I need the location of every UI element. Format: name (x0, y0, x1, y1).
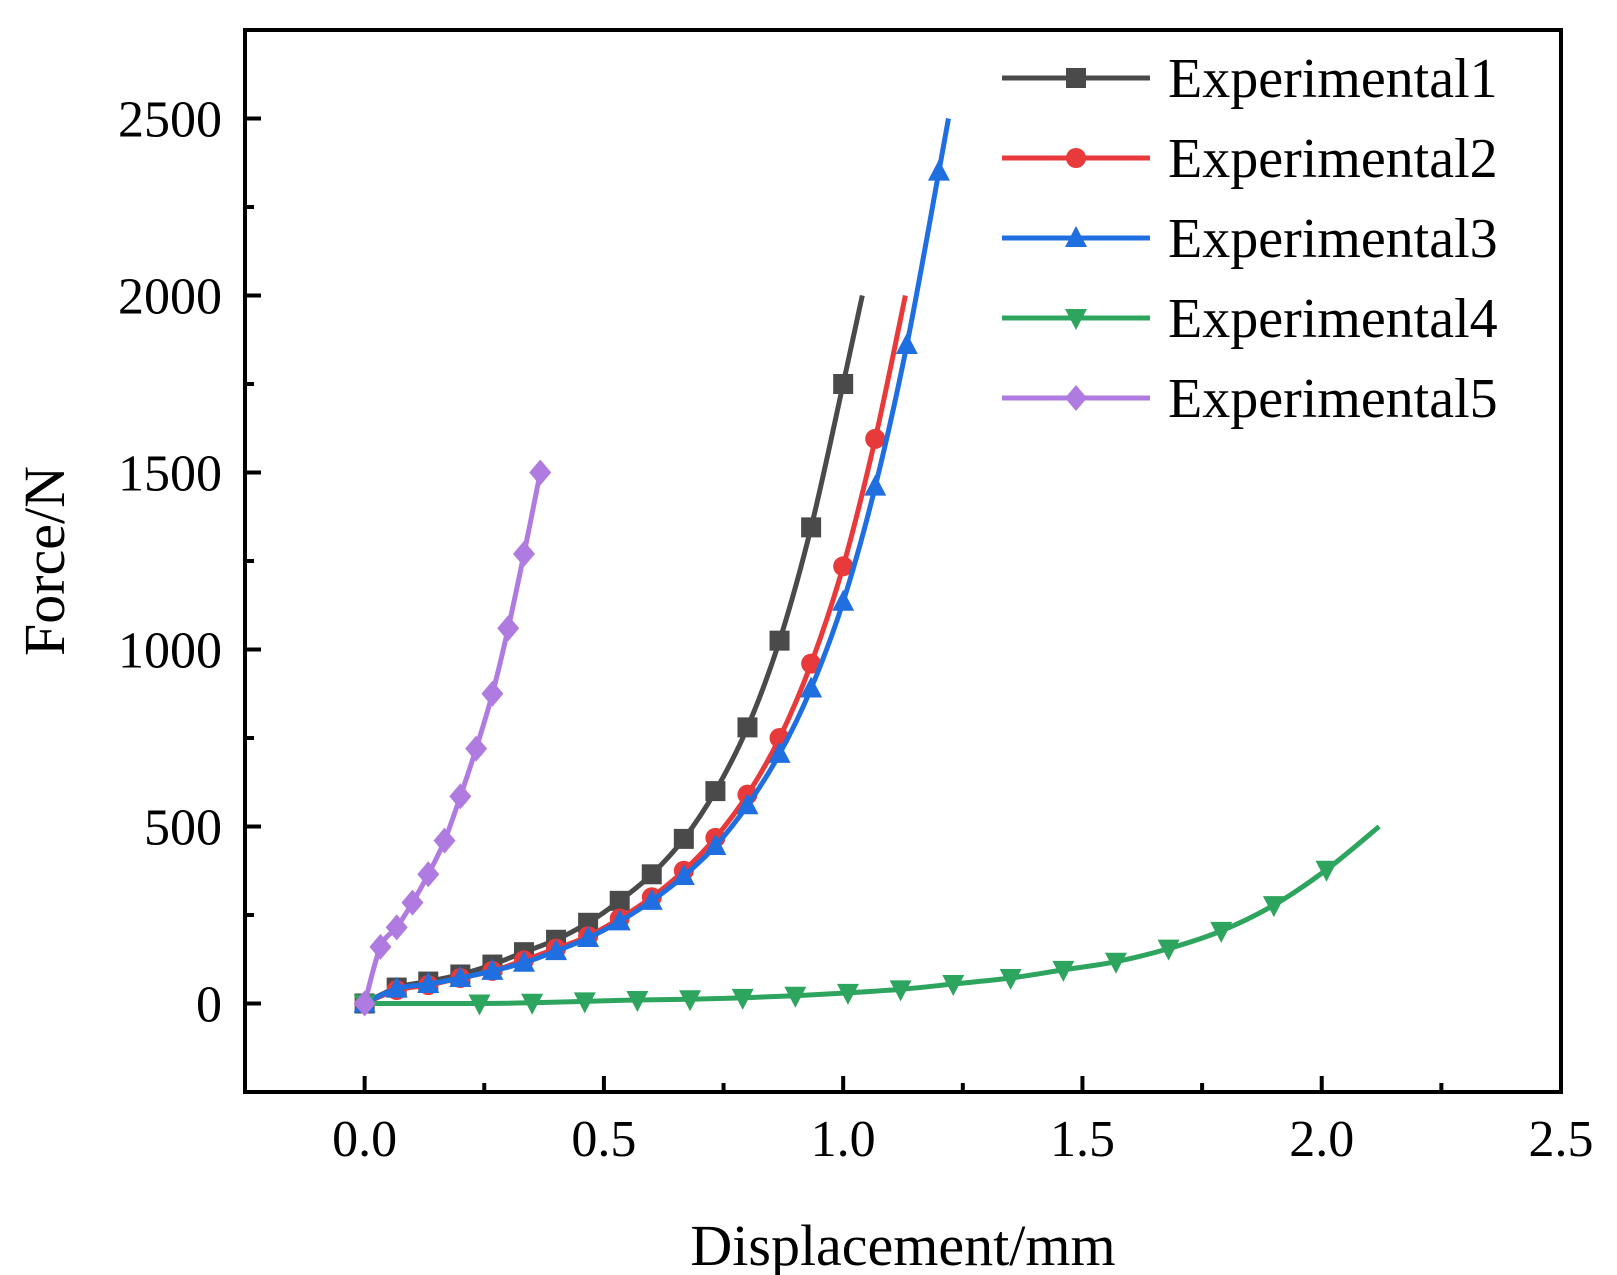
x-tick-label: 0.5 (571, 1111, 636, 1168)
y-tick-label: 0 (196, 977, 222, 1034)
data-point (1052, 960, 1075, 982)
data-point (608, 909, 631, 931)
data-point (705, 781, 726, 802)
y-axis-label: Force/N (12, 466, 77, 656)
data-point (1262, 896, 1285, 918)
data-point (626, 990, 649, 1012)
legend-label: Experimental1 (1168, 48, 1498, 110)
data-point (895, 333, 918, 355)
data-point (577, 926, 600, 948)
data-point (417, 972, 440, 994)
series-3 (353, 118, 951, 1013)
data-point (512, 950, 535, 972)
data-point (1157, 939, 1180, 961)
legend-label: Experimental4 (1168, 288, 1498, 350)
legend-item-1: Experimental1 (1002, 48, 1498, 110)
data-point (833, 556, 854, 577)
data-point (672, 864, 695, 886)
x-axis-label: Displacement/mm (690, 1213, 1115, 1275)
series-line (363, 118, 951, 1006)
y-tick-label: 500 (144, 800, 222, 857)
y-tick-label: 2500 (118, 92, 222, 149)
x-tick-label: 0.0 (332, 1111, 397, 1168)
series-4 (353, 824, 1381, 1016)
legend-label: Experimental2 (1168, 128, 1498, 190)
data-point (417, 861, 440, 888)
data-point (497, 615, 520, 642)
data-point (889, 980, 912, 1002)
data-point (1104, 952, 1127, 974)
data-point (865, 428, 886, 449)
data-point (801, 517, 822, 538)
y-tick-label: 2000 (118, 269, 222, 326)
data-point (449, 966, 472, 988)
tick-layer: 0.0 0.5 1.0 1.5 2.0 2.5 0 500 1000 1500 2000 2500 (118, 28, 1594, 1168)
data-point (640, 888, 663, 910)
x-tick-label: 1.5 (1050, 1111, 1115, 1168)
data-point (999, 969, 1022, 991)
data-point (385, 914, 408, 941)
data-point (1210, 921, 1233, 943)
legend-item-2: Experimental2 (1002, 128, 1498, 190)
data-point (679, 990, 702, 1012)
series-5 (353, 459, 552, 1017)
data-point (784, 986, 807, 1008)
data-point (353, 990, 376, 1017)
data-point (385, 976, 408, 998)
data-point (836, 983, 859, 1005)
data-point (768, 741, 791, 763)
data-point (833, 374, 854, 394)
legend: Experimental1 Experimental2 Experimental3 E… (1002, 48, 1498, 430)
data-point (573, 992, 596, 1014)
data-point (481, 680, 504, 707)
y-tick-label: 1500 (118, 446, 222, 503)
data-point (736, 793, 759, 815)
legend-marker (1066, 148, 1086, 168)
data-point (942, 975, 965, 997)
data-point (468, 994, 491, 1016)
data-point (609, 890, 630, 911)
data-point (521, 993, 544, 1015)
data-point (731, 988, 754, 1010)
legend-marker (1065, 226, 1087, 247)
legend-item-5: Experimental5 (1002, 368, 1498, 430)
legend-marker (1065, 309, 1087, 330)
legend-label: Experimental5 (1168, 368, 1498, 430)
data-point (369, 933, 392, 960)
data-point (529, 459, 552, 486)
legend-marker (1066, 68, 1086, 88)
legend-label: Experimental3 (1168, 208, 1498, 270)
y-tick-label: 1000 (118, 623, 222, 680)
data-point (481, 958, 504, 980)
x-tick-label: 2.0 (1289, 1111, 1354, 1168)
legend-marker (1065, 385, 1087, 411)
data-point (927, 159, 950, 181)
data-point (832, 589, 855, 611)
data-point (433, 827, 456, 854)
data-point (512, 540, 535, 567)
series-layer (353, 118, 1381, 1017)
data-point (641, 864, 662, 885)
data-point (864, 474, 887, 496)
data-point (769, 630, 790, 651)
data-point (801, 653, 822, 674)
data-point (673, 828, 694, 849)
legend-item-3: Experimental3 (1002, 208, 1498, 270)
data-point (545, 939, 568, 961)
x-tick-label: 2.5 (1529, 1111, 1594, 1168)
x-tick-label: 1.0 (811, 1111, 876, 1168)
data-point (401, 889, 424, 916)
data-point (800, 676, 823, 698)
data-point (1315, 860, 1338, 882)
data-point (465, 735, 488, 762)
data-point (737, 717, 758, 738)
data-point (449, 783, 472, 810)
legend-item-4: Experimental4 (1002, 288, 1498, 350)
data-point (704, 833, 727, 855)
